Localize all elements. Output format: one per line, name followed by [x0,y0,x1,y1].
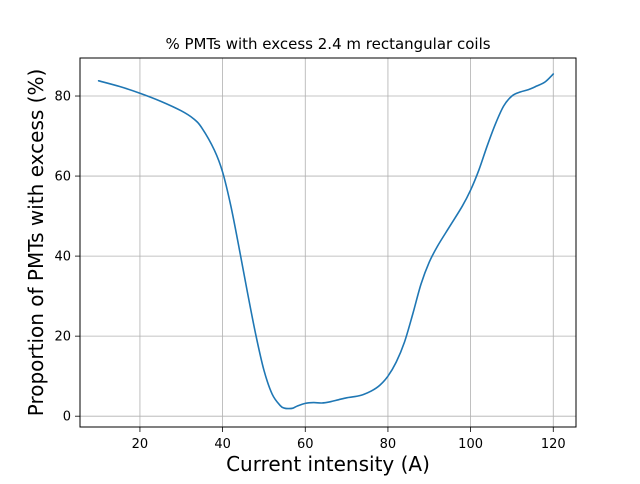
x-tick-label: 20 [132,437,149,452]
x-tick-label: 40 [214,437,231,452]
y-axis-title: Proportion of PMTs with excess (%) [24,69,48,417]
grid [80,58,576,427]
y-tick-label: 80 [54,90,71,105]
y-tick-label: 60 [54,170,71,185]
y-tick-label: 20 [54,330,71,345]
x-tick-label: 120 [541,437,566,452]
ticks: 20 40 60 80 100 120 0 20 40 60 80 [54,90,565,452]
x-tick-label: 100 [458,437,483,452]
plot-frame [79,57,577,428]
y-tick-label: 40 [54,250,71,265]
x-axis-title: Current intensity (A) [226,452,430,476]
series-line [97,73,555,410]
y-tick-label: 0 [63,410,71,425]
series-layer [97,73,555,410]
x-tick-label: 60 [297,437,314,452]
chart-title: % PMTs with excess 2.4 m rectangular coi… [165,35,490,53]
x-tick-label: 80 [380,437,397,452]
